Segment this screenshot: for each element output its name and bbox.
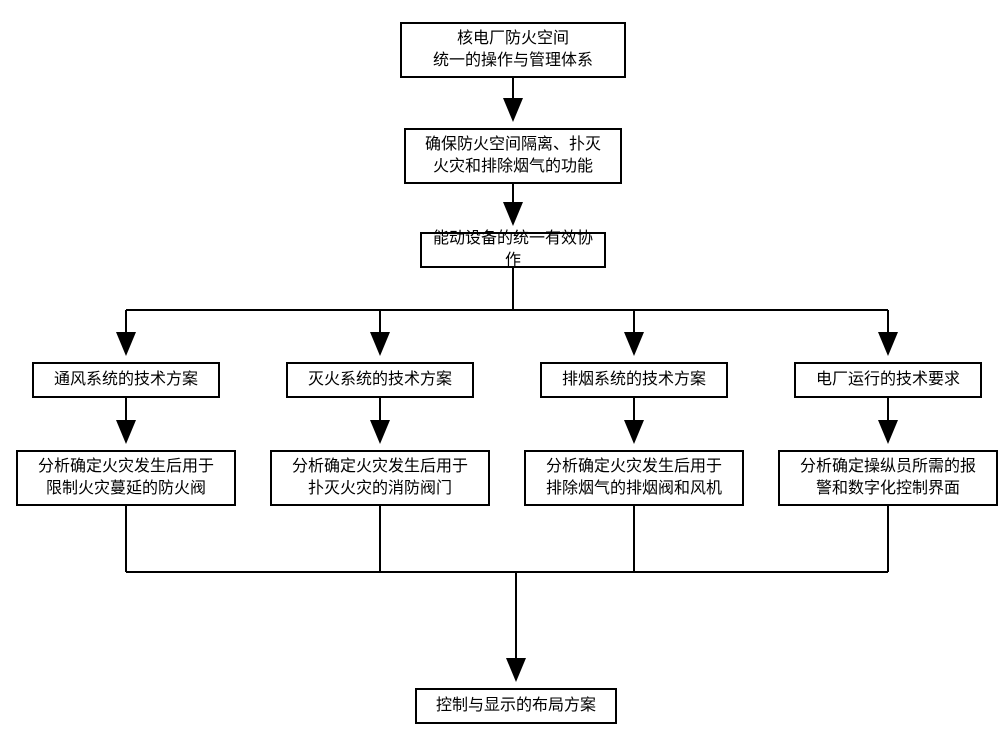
node-n5: 灭火系统的技术方案 (286, 362, 474, 398)
flowchart-canvas: 核电厂防火空间统一的操作与管理体系确保防火空间隔离、扑灭火灾和排除烟气的功能能动… (0, 0, 1000, 744)
node-n6: 排烟系统的技术方案 (540, 362, 728, 398)
node-n3: 能动设备的统一有效协作 (420, 232, 606, 268)
node-n2: 确保防火空间隔离、扑灭火灾和排除烟气的功能 (404, 128, 622, 184)
node-n10: 分析确定火灾发生后用于排除烟气的排烟阀和风机 (524, 450, 744, 506)
node-n7: 电厂运行的技术要求 (794, 362, 982, 398)
node-n9: 分析确定火灾发生后用于扑灭火灾的消防阀门 (270, 450, 490, 506)
node-n8: 分析确定火灾发生后用于限制火灾蔓延的防火阀 (16, 450, 236, 506)
node-n11: 分析确定操纵员所需的报警和数字化控制界面 (778, 450, 998, 506)
node-n4: 通风系统的技术方案 (32, 362, 220, 398)
node-n12: 控制与显示的布局方案 (415, 688, 617, 724)
node-n1: 核电厂防火空间统一的操作与管理体系 (400, 22, 626, 78)
